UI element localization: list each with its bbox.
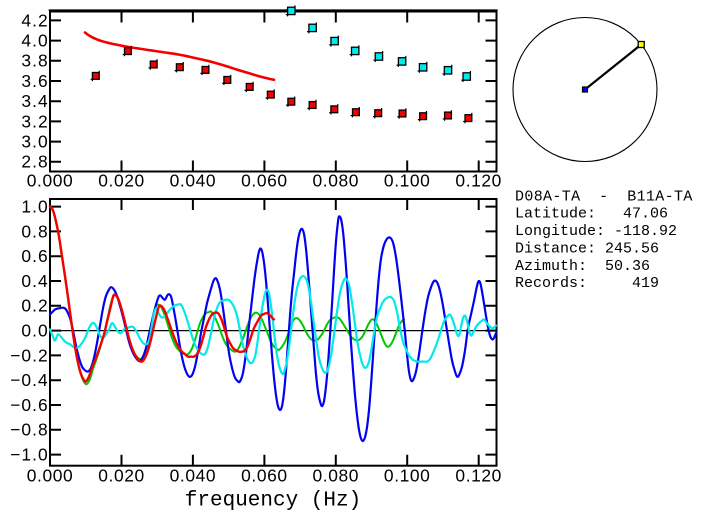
svg-text:Records: 419: Records: 419 [515, 275, 659, 292]
svg-text:0.6: 0.6 [21, 246, 48, 266]
svg-text:Distance: 245.56: Distance: 245.56 [515, 240, 659, 257]
svg-text:0.020: 0.020 [98, 170, 145, 190]
svg-text:0.000: 0.000 [27, 170, 74, 190]
svg-text:3.6: 3.6 [21, 71, 48, 91]
svg-text:−1.0: −1.0 [10, 445, 49, 465]
svg-text:−0.8: −0.8 [10, 420, 49, 440]
svg-text:2.8: 2.8 [21, 152, 48, 172]
svg-text:0.8: 0.8 [21, 221, 48, 241]
svg-text:Latitude: 47.06: Latitude: 47.06 [515, 206, 668, 223]
svg-text:D08A-TA - B11A-TA: D08A-TA - B11A-TA [515, 188, 693, 205]
svg-text:frequency (Hz): frequency (Hz) [185, 490, 361, 513]
svg-text:3.2: 3.2 [21, 111, 48, 131]
svg-text:4.2: 4.2 [21, 10, 48, 30]
svg-text:0.120: 0.120 [455, 465, 502, 485]
svg-text:0.100: 0.100 [384, 465, 431, 485]
svg-text:Azimuth: 50.36: Azimuth: 50.36 [515, 258, 650, 275]
svg-text:3.0: 3.0 [21, 132, 48, 152]
svg-text:0.120: 0.120 [455, 170, 502, 190]
svg-text:0.040: 0.040 [170, 465, 217, 485]
svg-text:0.100: 0.100 [384, 170, 431, 190]
svg-text:Longitude: -118.92: Longitude: -118.92 [515, 223, 677, 240]
svg-text:0.0: 0.0 [21, 321, 48, 341]
svg-text:4.0: 4.0 [21, 31, 48, 51]
svg-text:3.4: 3.4 [21, 91, 48, 111]
svg-text:0.060: 0.060 [241, 170, 288, 190]
svg-text:−0.4: −0.4 [10, 370, 49, 390]
svg-text:0.4: 0.4 [21, 271, 48, 291]
svg-text:3.8: 3.8 [21, 51, 48, 71]
svg-text:0.000: 0.000 [27, 465, 74, 485]
svg-text:0.020: 0.020 [98, 465, 145, 485]
svg-text:1.0: 1.0 [21, 197, 48, 217]
svg-text:0.080: 0.080 [313, 465, 360, 485]
svg-text:0.040: 0.040 [170, 170, 217, 190]
svg-text:0.060: 0.060 [241, 465, 288, 485]
svg-text:0.080: 0.080 [313, 170, 360, 190]
svg-text:−0.6: −0.6 [10, 395, 49, 415]
svg-text:−0.2: −0.2 [10, 345, 49, 365]
svg-text:0.2: 0.2 [21, 296, 48, 316]
